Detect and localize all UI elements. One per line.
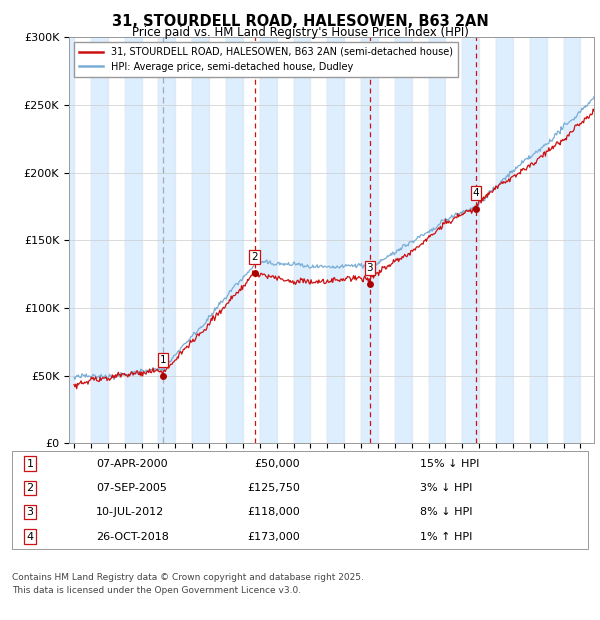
Bar <box>158 37 175 443</box>
Text: 1: 1 <box>26 459 34 469</box>
Text: 07-SEP-2005: 07-SEP-2005 <box>96 483 167 493</box>
Text: 2: 2 <box>251 252 258 262</box>
Bar <box>260 37 277 443</box>
Text: 26-OCT-2018: 26-OCT-2018 <box>96 531 169 541</box>
Text: 31, STOURDELL ROAD, HALESOWEN, B63 2AN: 31, STOURDELL ROAD, HALESOWEN, B63 2AN <box>112 14 488 29</box>
Text: £118,000: £118,000 <box>247 507 300 517</box>
Text: 1% ↑ HPI: 1% ↑ HPI <box>420 531 472 541</box>
Bar <box>192 37 209 443</box>
Bar <box>57 37 74 443</box>
Text: 8% ↓ HPI: 8% ↓ HPI <box>420 507 473 517</box>
Bar <box>125 37 142 443</box>
Text: 4: 4 <box>473 188 479 198</box>
Bar <box>428 37 445 443</box>
Bar <box>563 37 580 443</box>
Bar <box>361 37 378 443</box>
Bar <box>395 37 412 443</box>
Bar <box>598 37 600 443</box>
Text: 15% ↓ HPI: 15% ↓ HPI <box>420 459 479 469</box>
Bar <box>327 37 344 443</box>
Legend: 31, STOURDELL ROAD, HALESOWEN, B63 2AN (semi-detached house), HPI: Average price: 31, STOURDELL ROAD, HALESOWEN, B63 2AN (… <box>74 42 458 77</box>
Text: 4: 4 <box>26 531 34 541</box>
Text: This data is licensed under the Open Government Licence v3.0.: This data is licensed under the Open Gov… <box>12 586 301 595</box>
Text: £173,000: £173,000 <box>247 531 300 541</box>
Bar <box>496 37 513 443</box>
Bar <box>293 37 310 443</box>
Bar <box>530 37 547 443</box>
Text: 3: 3 <box>26 507 34 517</box>
Bar <box>463 37 479 443</box>
Text: 1: 1 <box>160 355 166 365</box>
Bar <box>226 37 243 443</box>
Text: 3% ↓ HPI: 3% ↓ HPI <box>420 483 472 493</box>
Text: 3: 3 <box>367 263 373 273</box>
Text: 10-JUL-2012: 10-JUL-2012 <box>96 507 164 517</box>
Text: Price paid vs. HM Land Registry's House Price Index (HPI): Price paid vs. HM Land Registry's House … <box>131 26 469 39</box>
Text: 2: 2 <box>26 483 34 493</box>
Text: 07-APR-2000: 07-APR-2000 <box>96 459 167 469</box>
Text: £50,000: £50,000 <box>254 459 300 469</box>
Bar <box>91 37 108 443</box>
Text: Contains HM Land Registry data © Crown copyright and database right 2025.: Contains HM Land Registry data © Crown c… <box>12 574 364 583</box>
Text: £125,750: £125,750 <box>247 483 300 493</box>
